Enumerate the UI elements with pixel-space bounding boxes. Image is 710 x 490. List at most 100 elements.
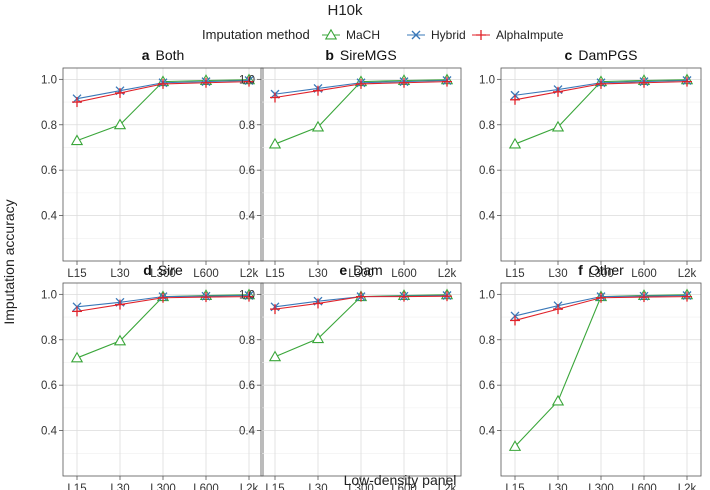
x-tick-label: L15 <box>67 268 86 280</box>
y-axis-title: Imputation accuracy <box>1 199 17 324</box>
x-tick-label: L30 <box>308 268 327 280</box>
y-tick-label: 1.0 <box>239 289 255 301</box>
point-mach <box>113 334 127 346</box>
panels: a Both 0.4 0.6 0.8 1.0 L15 L30 L300 L600 L2k b SireM… <box>41 47 702 490</box>
point-alphaimpute <box>201 292 211 303</box>
point-alphaimpute <box>553 304 563 315</box>
x-tick-label: L300 <box>150 268 176 280</box>
y-tick-label: 1.0 <box>479 289 495 301</box>
panel-letter: d <box>143 262 152 278</box>
x-tick-label: L300 <box>348 483 374 490</box>
legend-label-hybrid: Hybrid <box>431 28 466 42</box>
point-mach <box>70 351 84 363</box>
y-tick-label: 1.0 <box>479 74 495 86</box>
legend-label-alphaimpute: AlphaImpute <box>496 28 564 42</box>
y-tick-label: 0.8 <box>41 120 57 132</box>
x-tick-label: L15 <box>265 268 284 280</box>
x-tick-label: L30 <box>110 268 129 280</box>
point-alphaimpute <box>356 78 366 89</box>
y-tick-label: 0.8 <box>239 335 255 347</box>
point-alphaimpute <box>510 94 520 105</box>
x-tick-label: L2k <box>678 268 697 280</box>
y-tick-label: 0.8 <box>41 335 57 347</box>
x-tick-label: L2k <box>240 268 259 280</box>
y-tick-label: 1.0 <box>239 74 255 86</box>
point-alphaimpute <box>442 76 452 87</box>
series-alphaimpute <box>510 291 692 326</box>
point-alphaimpute <box>596 292 606 303</box>
series-alphaimpute <box>72 291 254 317</box>
panel-frame <box>62 282 264 477</box>
point-alphaimpute <box>313 298 323 309</box>
legend-label-mach: MaCH <box>346 28 380 42</box>
panel-title: b SireMGS <box>325 47 396 63</box>
point-mach <box>508 137 522 149</box>
y-tick-label: 0.6 <box>479 165 495 177</box>
x-tick-label: L300 <box>588 268 614 280</box>
panel-name: Other <box>589 262 624 278</box>
point-alphaimpute <box>72 97 82 108</box>
point-mach <box>268 350 282 362</box>
x-tick-label: L2k <box>438 268 457 280</box>
y-tick-label: 0.4 <box>239 426 256 438</box>
point-mach <box>311 120 325 132</box>
panel-name: Both <box>155 47 184 63</box>
x-tick-label: L2k <box>438 483 457 490</box>
panel-c-dampgs: c DamPGS 0.4 0.6 0.8 1.0 L15 L30 L300 L600 L2k <box>479 47 702 280</box>
x-tick-label: L15 <box>505 268 524 280</box>
x-tick-label: L30 <box>308 483 327 490</box>
legend-entry-mach: MaCH <box>322 28 380 42</box>
legend-entry-alphaimpute: AlphaImpute <box>472 28 564 42</box>
y-tick-label: 0.8 <box>479 335 495 347</box>
point-alphaimpute <box>639 77 649 88</box>
y-tick-label: 1.0 <box>41 74 57 86</box>
y-tick-label: 0.8 <box>239 120 255 132</box>
legend-marker-mach <box>324 28 338 40</box>
point-mach <box>508 440 522 451</box>
point-alphaimpute <box>399 291 409 302</box>
y-tick-label: 1.0 <box>41 289 57 301</box>
x-tick-label: L15 <box>67 483 86 490</box>
point-mach <box>268 137 282 149</box>
point-mach <box>70 134 84 146</box>
series-alphaimpute <box>270 76 452 103</box>
y-tick-label: 0.4 <box>239 211 256 223</box>
panel-title: e Dam <box>339 262 382 278</box>
point-alphaimpute <box>158 292 168 303</box>
panel-d-sire: d Sire 0.4 0.6 0.8 1.0 L15 L30 L300 L600 L2k <box>41 262 264 490</box>
x-tick-label: L15 <box>505 483 524 490</box>
panel-title: c DamPGS <box>565 47 638 63</box>
x-tick-label: L600 <box>193 483 219 490</box>
y-tick-label: 0.6 <box>239 165 255 177</box>
panel-e-dam: e Dam 0.4 0.6 0.8 1.0 L15 L30 L300 L600 L2k <box>239 262 462 490</box>
y-tick-label: 0.6 <box>41 165 57 177</box>
panel-letter: a <box>142 47 150 63</box>
point-mach <box>113 118 127 130</box>
panel-letter: e <box>339 262 347 278</box>
y-tick-label: 0.4 <box>479 211 496 223</box>
y-tick-label: 0.4 <box>479 426 496 438</box>
point-alphaimpute <box>270 92 280 103</box>
x-tick-label: L600 <box>631 483 657 490</box>
legend-title: Imputation method <box>202 27 310 42</box>
point-alphaimpute <box>356 291 366 302</box>
point-alphaimpute <box>682 76 692 87</box>
point-alphaimpute <box>442 291 452 302</box>
x-tick-label: L30 <box>548 483 567 490</box>
point-alphaimpute <box>72 306 82 317</box>
panel-name: Dam <box>353 262 383 278</box>
panel-frame <box>500 282 702 477</box>
panel-title: a Both <box>142 47 185 63</box>
x-tick-label: L300 <box>348 268 374 280</box>
chart-title: H10k <box>327 2 363 19</box>
point-alphaimpute <box>596 78 606 89</box>
point-alphaimpute <box>639 292 649 303</box>
legend-marker-alphaimpute <box>476 30 486 40</box>
x-tick-label: L300 <box>588 483 614 490</box>
y-tick-label: 0.4 <box>41 426 58 438</box>
x-tick-label: L2k <box>678 483 697 490</box>
x-axis-title: Low-density panel <box>344 472 457 488</box>
panel-frame <box>500 67 702 262</box>
x-tick-label: L600 <box>631 268 657 280</box>
